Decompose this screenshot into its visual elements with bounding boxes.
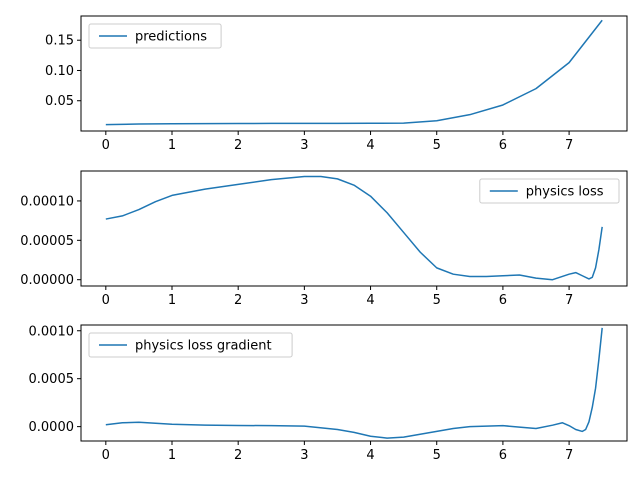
x-tick-label: 1 [168,448,176,463]
y-tick-label: 0.05 [45,94,74,109]
x-tick-label: 3 [300,138,308,153]
x-tick-label: 0 [102,448,110,463]
y-tick-label: 0.00005 [20,234,74,249]
legend-label: physics loss gradient [135,339,272,354]
series-line-predictions [105,19,603,126]
y-tick-label: 0.00000 [20,273,74,288]
legend: physics loss [479,178,620,204]
x-axis-ticks: 0 1 2 3 4 5 6 7 [102,131,573,153]
x-tick-label: 4 [366,138,374,153]
x-tick-label: 3 [300,448,308,463]
y-axis-ticks: 0.0000 0.0005 0.0010 [29,324,81,435]
legend-label: predictions [135,30,207,45]
y-tick-label: 0.0005 [29,372,75,387]
y-axis-ticks: 0.05 0.10 0.15 [45,34,81,109]
plot-area [80,15,628,132]
x-tick-label: 0 [102,138,110,153]
x-tick-label: 4 [366,293,374,308]
y-tick-label: 0.0000 [29,420,75,435]
x-tick-label: 6 [499,293,507,308]
y-tick-label: 0.00010 [20,194,74,209]
x-tick-label: 1 [168,293,176,308]
x-tick-label: 7 [565,138,573,153]
plot-area [80,324,628,442]
legend-box [88,23,222,49]
series-line-physics-loss [105,175,603,281]
subplot-predictions: 0 1 2 3 4 5 6 7 0.05 0.10 0.15 predictions [45,15,628,153]
y-axis-ticks: 0.00000 0.00005 0.00010 [20,194,81,288]
subplot-physics-loss: 0 1 2 3 4 5 6 7 0.00000 0.00005 0.00010 physics l… [20,170,628,308]
subplot-physics-loss-gradient: 0 1 2 3 4 5 6 7 0.0000 0.0005 0.0010 physics loss… [29,324,628,463]
x-tick-label: 5 [433,138,441,153]
x-tick-label: 4 [366,448,374,463]
x-tick-label: 5 [433,293,441,308]
x-tick-label: 3 [300,293,308,308]
legend-box [479,178,620,204]
x-tick-label: 6 [499,448,507,463]
x-tick-label: 1 [168,138,176,153]
series-line-physics-loss-gradient [105,327,603,439]
series-group [105,175,603,281]
x-tick-label: 0 [102,293,110,308]
x-tick-label: 2 [234,448,242,463]
x-tick-label: 6 [499,138,507,153]
x-tick-label: 7 [565,293,573,308]
y-tick-label: 0.15 [45,34,74,49]
legend-label: physics loss [526,185,604,200]
plot-area [80,170,628,287]
series-group [105,19,603,126]
x-tick-label: 5 [433,448,441,463]
x-tick-label: 7 [565,448,573,463]
series-group [105,327,603,439]
x-axis-ticks: 0 1 2 3 4 5 6 7 [102,441,573,463]
x-axis-ticks: 0 1 2 3 4 5 6 7 [102,286,573,308]
y-tick-label: 0.10 [45,64,74,79]
legend: physics loss gradient [88,332,293,358]
x-tick-label: 2 [234,293,242,308]
legend-box [88,332,293,358]
legend: predictions [88,23,222,49]
x-tick-label: 2 [234,138,242,153]
y-tick-label: 0.0010 [29,324,75,339]
